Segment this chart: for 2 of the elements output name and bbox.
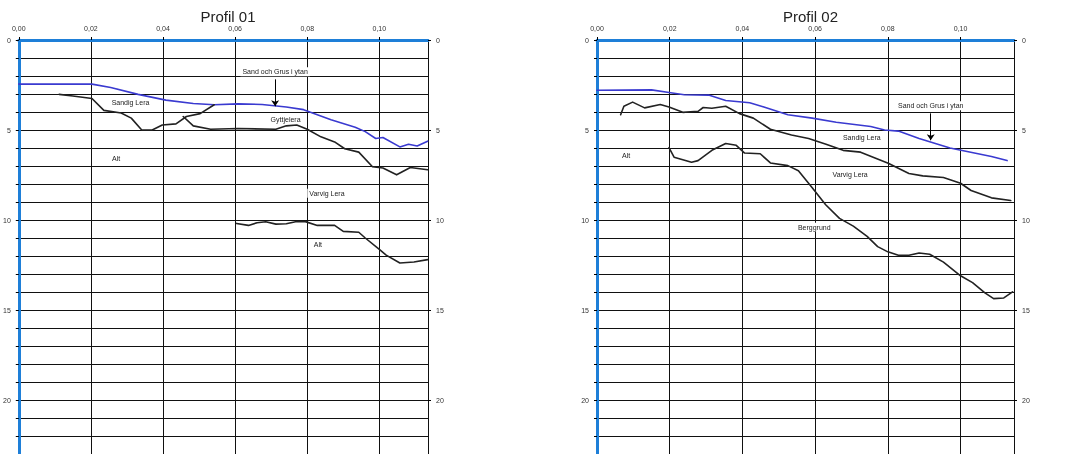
chart-title: Profil 02 <box>782 8 839 25</box>
chart-title: Profil 01 <box>200 8 256 25</box>
